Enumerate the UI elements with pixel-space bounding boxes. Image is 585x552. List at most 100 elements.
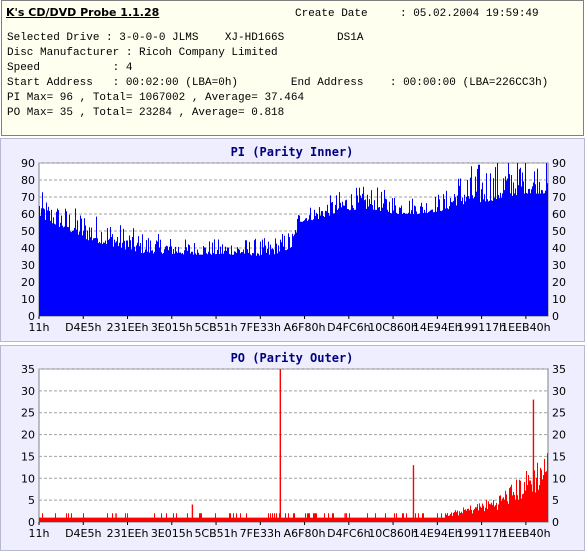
bar xyxy=(166,513,167,522)
bar xyxy=(290,247,291,316)
bar xyxy=(177,517,178,522)
bar xyxy=(341,517,342,522)
bar xyxy=(81,517,82,522)
bar xyxy=(510,193,511,316)
bar xyxy=(186,247,187,316)
bar xyxy=(441,211,442,316)
pi-chart-panel: PI (Parity Inner) 0 0 10 10 20 20 30 30 40 40 50 50 6… xyxy=(0,138,585,342)
bar xyxy=(460,512,461,522)
bar xyxy=(432,517,433,522)
bar xyxy=(43,517,44,522)
bar xyxy=(193,517,194,522)
bar xyxy=(216,517,217,522)
bar xyxy=(149,252,150,316)
bar xyxy=(298,215,299,316)
bar xyxy=(156,517,157,522)
bar xyxy=(183,517,184,522)
bar xyxy=(297,218,298,316)
bar xyxy=(496,502,497,522)
bar xyxy=(54,223,55,316)
x-tick-label: 3E015h xyxy=(151,527,193,540)
spike-bar xyxy=(344,513,346,522)
bar xyxy=(526,192,527,316)
x-tick-label: 231EEh xyxy=(107,321,149,334)
y-tick-label-right: 90 xyxy=(552,157,566,170)
bar xyxy=(81,218,82,316)
bar xyxy=(293,513,294,522)
bar xyxy=(547,183,548,316)
bar xyxy=(368,517,369,522)
bar xyxy=(113,517,114,522)
bar xyxy=(429,517,430,522)
bar xyxy=(131,517,132,522)
bar xyxy=(282,517,283,522)
bar xyxy=(475,507,476,522)
bar xyxy=(534,470,535,522)
bar xyxy=(354,209,355,316)
bar xyxy=(164,249,165,316)
bar xyxy=(472,195,473,316)
bar xyxy=(181,517,182,522)
bar xyxy=(484,194,485,316)
bar xyxy=(208,517,209,522)
bar xyxy=(116,241,117,316)
bar xyxy=(138,236,139,316)
bar xyxy=(109,517,110,522)
bar xyxy=(503,178,504,316)
bar xyxy=(97,238,98,316)
bar xyxy=(84,517,85,522)
bar xyxy=(354,517,355,522)
bar xyxy=(483,505,484,522)
bar xyxy=(103,242,104,316)
bar xyxy=(274,254,275,316)
bar xyxy=(215,513,216,522)
bar xyxy=(66,211,67,316)
bar xyxy=(236,513,237,522)
bar xyxy=(367,194,368,316)
bar xyxy=(402,513,403,522)
bar xyxy=(60,517,61,522)
bar xyxy=(315,513,316,522)
bar xyxy=(60,222,61,316)
x-tick-label: 14E94Eh xyxy=(413,527,462,540)
bar xyxy=(450,514,451,522)
bar xyxy=(209,517,210,522)
bar xyxy=(122,242,123,316)
y-tick-label-right: 0 xyxy=(552,310,559,323)
bar xyxy=(342,201,343,316)
bar xyxy=(455,197,456,316)
bar xyxy=(133,228,134,316)
bar xyxy=(357,195,358,316)
bar xyxy=(120,517,121,522)
bar xyxy=(205,247,206,316)
bar xyxy=(402,213,403,316)
bar xyxy=(206,517,207,522)
bar xyxy=(185,517,186,522)
y-tick-label-right: 40 xyxy=(552,242,566,255)
bar xyxy=(63,517,64,522)
bar xyxy=(185,239,186,316)
bar xyxy=(130,517,131,522)
bar xyxy=(41,517,42,522)
bar xyxy=(227,247,228,316)
bar xyxy=(536,193,537,316)
y-tick-label-left: 10 xyxy=(21,472,35,485)
bar xyxy=(393,210,394,316)
bar xyxy=(230,513,231,522)
bar xyxy=(466,510,467,522)
bar xyxy=(305,218,306,316)
spike-bar xyxy=(191,504,194,522)
bar xyxy=(286,517,287,522)
bar xyxy=(118,246,119,316)
bar xyxy=(103,517,104,522)
bar xyxy=(276,513,277,522)
bar xyxy=(494,506,495,522)
bar xyxy=(88,240,89,316)
bar xyxy=(540,467,541,522)
bar xyxy=(406,213,407,316)
bar xyxy=(46,517,47,522)
bar xyxy=(126,517,127,522)
bar xyxy=(148,238,149,316)
bar xyxy=(232,517,233,522)
bar xyxy=(279,251,280,316)
